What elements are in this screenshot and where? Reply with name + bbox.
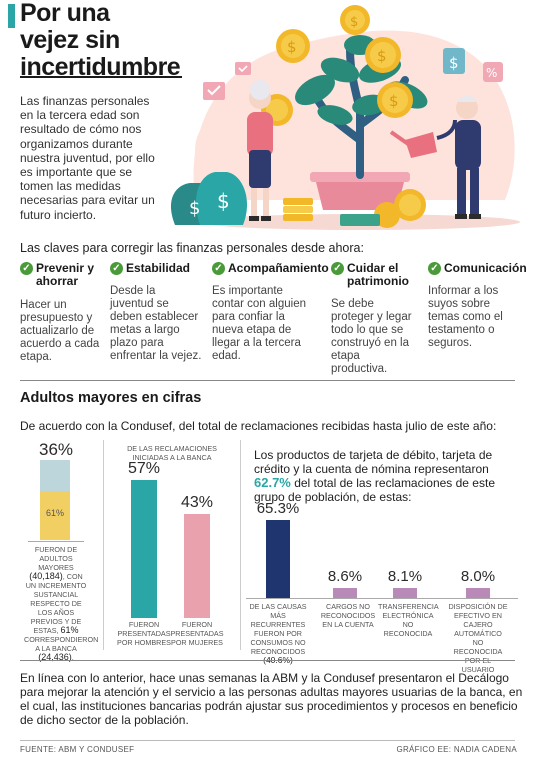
- check-icon: ✓: [212, 262, 225, 275]
- clave-body: Es importante contar con alguien para co…: [212, 285, 306, 362]
- stack-baseline: [28, 541, 84, 542]
- clave-acompanamiento: ✓ Acompañamiento Es importante contar con…: [212, 262, 332, 363]
- product-bar-caption: TRANSFERENCIA ELECTRÓNICA NO RECONOCIDA: [378, 602, 439, 638]
- product-bar: [393, 588, 417, 598]
- page-title: Por una vejez sin incertidumbre: [20, 0, 181, 81]
- gender-bar: [184, 513, 210, 618]
- stacked-bar-inner: [40, 491, 70, 540]
- product-bar-label: 65.3%: [256, 500, 300, 517]
- elderly-man-figure: [455, 96, 481, 219]
- products-highlight: 62.7%: [254, 475, 291, 490]
- product-bar-caption: DISPOSICIÓN DE EFECTIVO EN CAJERO AUTOMÁ…: [448, 602, 508, 674]
- product-bar-caption: DE LAS CAUSAS MÁS RECURRENTES FUERON POR…: [249, 602, 307, 665]
- section-divider: [20, 380, 515, 381]
- product-bar: [333, 587, 357, 598]
- gender-bar-caption: FUERON PRESENTADAS POR MUJERES: [170, 620, 224, 647]
- column-divider: [240, 440, 241, 650]
- check-icon: ✓: [331, 262, 344, 275]
- product-bar-label: 8.0%: [460, 568, 496, 586]
- svg-text:$: $: [350, 15, 358, 30]
- stack-top-label: 36%: [38, 440, 74, 459]
- elderly-woman-figure: [247, 80, 273, 221]
- product-bar: [266, 520, 290, 598]
- section-divider: [20, 660, 515, 661]
- plant-pot: [315, 178, 405, 210]
- clave-body: Desde la juventud se deben establecer me…: [110, 285, 202, 362]
- section-title: Adultos mayores en cifras: [20, 390, 202, 406]
- claves-heading: Las claves para corregir las finanzas pe…: [20, 241, 364, 255]
- svg-text:$: $: [377, 47, 387, 65]
- clave-body: Se debe proteger y legar todo lo que se …: [331, 298, 412, 375]
- watering-can-icon: [389, 119, 457, 158]
- stack-inner-label: 61%: [45, 508, 64, 518]
- clave-title: Cuidar el patrimonio: [347, 261, 409, 288]
- dollar-card-icon: [443, 48, 465, 74]
- svg-text:%: %: [486, 66, 497, 80]
- footer-source: FUENTE: ABM Y CONDUSEF: [20, 745, 135, 754]
- intro-text: Las finanzas personales en la tercera ed…: [20, 94, 155, 222]
- stacked-bar: 61%: [40, 460, 70, 540]
- gender-heading: DE LAS RECLAMACIONES INICIADAS A LA BANC…: [127, 444, 217, 462]
- cifras-lead: De acuerdo con la Condusef, del total de…: [20, 419, 497, 433]
- stack-caption: FUERON DE ADULTOS MAYORES (40,184), CON …: [24, 545, 99, 662]
- percent-card-icon: [483, 62, 503, 82]
- money-bags-icon: $ $: [170, 172, 248, 225]
- product-bar: [466, 588, 490, 598]
- clave-title: Estabilidad: [126, 261, 191, 275]
- footer-credit: GRÁFICO EE: NADIA CADENA: [396, 745, 517, 754]
- clave-title: Acompañamiento: [228, 261, 329, 275]
- products-text: Los productos de tarjeta de débito, tarj…: [254, 448, 495, 504]
- title-underline: [20, 76, 182, 78]
- products-baseline: [246, 598, 518, 599]
- cash-notes-icon: [340, 214, 380, 226]
- svg-text:$: $: [389, 92, 399, 110]
- checkbox-card-icon: [203, 62, 251, 100]
- gender-bar-label: 43%: [180, 493, 214, 511]
- svg-text:$: $: [189, 198, 200, 219]
- clave-body: Informar a los suyos sobre temas como el…: [428, 285, 503, 349]
- gender-bar-label: 57%: [127, 460, 161, 477]
- clave-estabilidad: ✓ Estabilidad Desde la juventud se deben …: [110, 262, 202, 363]
- product-bar-label: 8.6%: [327, 567, 363, 585]
- clave-title: Comunicación: [444, 261, 527, 275]
- check-icon: ✓: [20, 262, 33, 275]
- title-accent-bar: [8, 4, 15, 28]
- title-line-2: vejez sin: [20, 26, 120, 54]
- svg-text:$: $: [449, 54, 459, 72]
- clave-title: Prevenir y ahorrar: [36, 261, 95, 288]
- check-icon: ✓: [428, 262, 441, 275]
- column-divider: [103, 440, 104, 650]
- closing-text: En línea con lo anterior, hace unas sema…: [20, 671, 523, 727]
- coins-icon: $ $ $ $: [261, 5, 426, 228]
- illustration: $ $ $ % $ $ $ $: [170, 5, 520, 230]
- title-line-1: Por una: [20, 0, 110, 27]
- footer-divider: [20, 740, 515, 741]
- svg-text:$: $: [287, 38, 297, 56]
- clave-body: Hacer un presupuesto y actualizarlo de a…: [20, 299, 100, 363]
- clave-comunicacion: ✓ Comunicación Informar a los suyos sobre…: [428, 262, 528, 350]
- check-icon: ✓: [110, 262, 123, 275]
- clave-prevenir: ✓ Prevenir y ahorrar Hacer un presupuesto…: [20, 262, 112, 364]
- gender-bar: [131, 480, 157, 618]
- svg-text:$: $: [217, 189, 230, 213]
- gender-bar-caption: FUERON PRESENTADAS POR HOMBRES: [117, 620, 171, 647]
- clave-patrimonio: ✓ Cuidar el patrimonio Se debe proteger y…: [331, 262, 423, 376]
- product-bar-caption: CARGOS NO RECONOCIDOS EN LA CUENTA: [320, 602, 376, 629]
- product-bar-label: 8.1%: [387, 568, 423, 586]
